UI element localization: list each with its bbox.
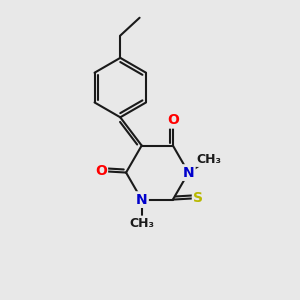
Text: O: O <box>167 113 179 127</box>
Text: CH₃: CH₃ <box>197 153 222 166</box>
Text: N: N <box>136 193 148 207</box>
Text: S: S <box>193 191 203 205</box>
Text: N: N <box>183 166 194 180</box>
Text: O: O <box>95 164 107 178</box>
Text: CH₃: CH₃ <box>129 217 154 230</box>
